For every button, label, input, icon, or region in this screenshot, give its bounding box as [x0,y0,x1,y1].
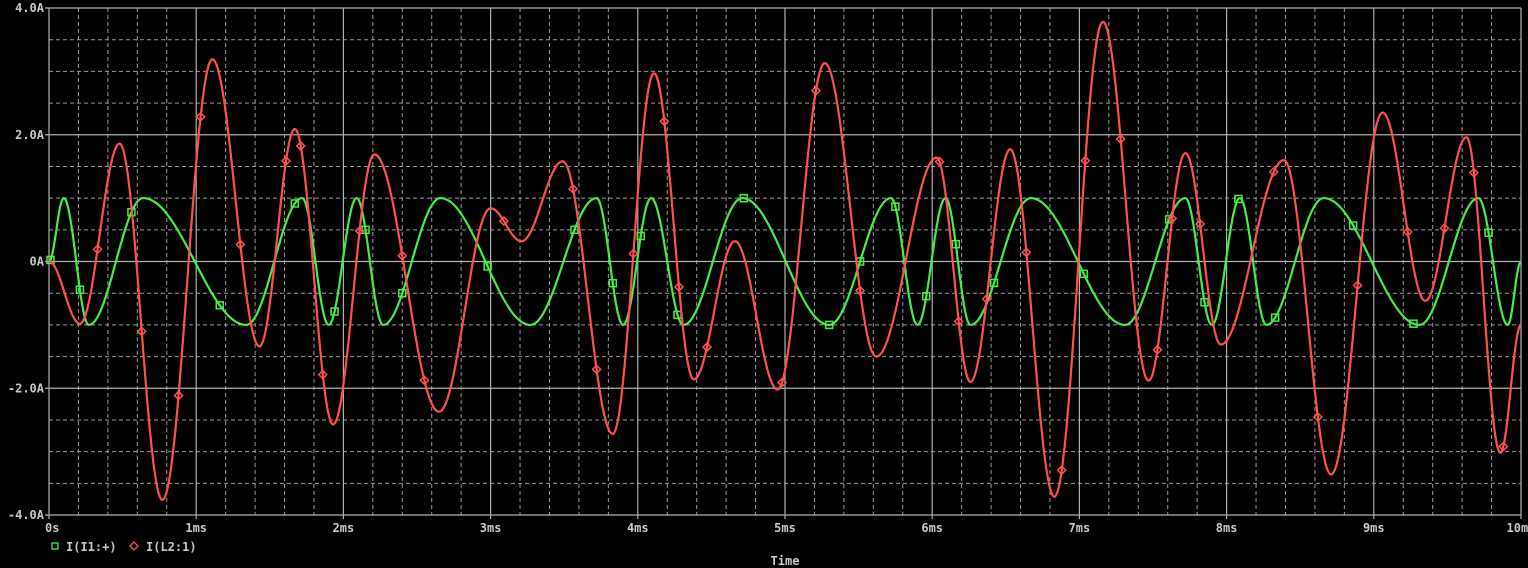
square-marker [570,225,579,235]
square-marker [1079,269,1089,279]
y-tick-label: 0A [30,255,45,269]
diamond-marker [397,250,408,261]
diamond-marker [855,285,866,296]
x-tick-label: 6ms [921,521,943,535]
diamond-marker [1268,166,1279,177]
square-marker [1409,319,1418,328]
square-marker [636,231,645,241]
diamond-marker [1021,247,1032,258]
diamond-marker [1468,167,1479,178]
square-marker [1348,221,1358,230]
square-marker [290,199,300,208]
diamond-marker [1312,411,1323,423]
y-tick-label: -4.0A [8,508,45,522]
diamond-marker [1352,280,1363,291]
legend-label-series-1: I(I1:+) [66,540,117,554]
x-tick-label: 9ms [1363,521,1385,535]
diamond-marker [498,216,509,227]
x-tick-label: 0s [45,521,59,535]
square-marker [398,288,407,298]
square-marker [1484,228,1493,237]
diamond-marker [1115,133,1126,145]
square-marker [1234,194,1243,204]
diamond-marker [136,326,147,337]
diamond-marker [567,183,579,194]
y-tick-label: -2.0A [8,381,45,395]
diamond-marker [1195,218,1206,230]
x-tick-label: 10ms [1507,521,1528,535]
square-marker [824,320,834,330]
diamond-marker [1439,223,1450,234]
series-layer [46,20,1522,501]
diamond-marker [354,225,365,236]
diamond-marker [934,156,945,167]
diamond-marker [591,364,602,375]
legend-square-marker-icon [51,542,59,550]
diamond-marker [810,85,821,96]
series-line-1 [48,196,1522,327]
legend-diamond-marker-icon [129,541,139,551]
square-marker [608,278,618,288]
square-marker [1270,313,1280,322]
diamond-marker [1152,344,1163,355]
x-tick-label: 7ms [1069,521,1091,535]
square-marker [46,255,55,265]
x-tick-label: 4ms [627,521,649,535]
y-tick-label: 2.0A [15,128,45,142]
grid [45,7,1522,519]
square-marker [891,202,900,211]
series-line-2 [48,20,1522,501]
diamond-marker [195,111,206,122]
diamond-marker [1498,441,1509,452]
x-tick-label: 3ms [480,521,502,535]
square-marker [951,239,961,249]
diamond-marker [173,390,184,401]
y-tick-label: 4.0A [15,1,45,15]
x-tick-label: 1ms [185,521,207,535]
x-axis-label: Time [771,554,800,568]
diamond-marker [295,140,306,152]
legend-label-series-2: I(L2:1) [146,540,197,554]
diamond-marker [659,116,670,127]
diamond-marker [981,293,992,305]
diamond-marker [953,316,964,327]
x-tick-label: 8ms [1216,521,1238,535]
square-marker [1200,297,1209,307]
square-marker [483,262,492,271]
diamond-marker [280,155,292,166]
diamond-marker [92,244,103,255]
tick-labels: 0s 1ms 2ms 3ms 4ms 5ms 6ms 7ms 8ms 9ms 10ms 4.0A 2.0… [8,1,1528,535]
diamond-marker [1167,213,1178,224]
square-marker [330,307,339,316]
diamond-marker [628,248,639,259]
diamond-marker [419,375,430,386]
diamond-marker [673,281,685,293]
square-marker [75,285,85,294]
x-tick-label: 2ms [333,521,355,535]
square-marker [215,301,225,310]
x-tick-label: 5ms [774,521,796,535]
diamond-marker [1402,226,1413,237]
diamond-marker [701,341,713,353]
diamond-marker [235,239,246,250]
legend: I(I1:+) I(L2:1) [51,540,197,554]
diamond-marker [1080,155,1091,166]
square-marker [739,193,749,203]
square-marker [989,278,999,288]
diamond-marker [1056,465,1067,476]
square-marker [922,291,931,301]
diamond-marker [776,377,788,388]
diamond-marker [317,369,328,380]
